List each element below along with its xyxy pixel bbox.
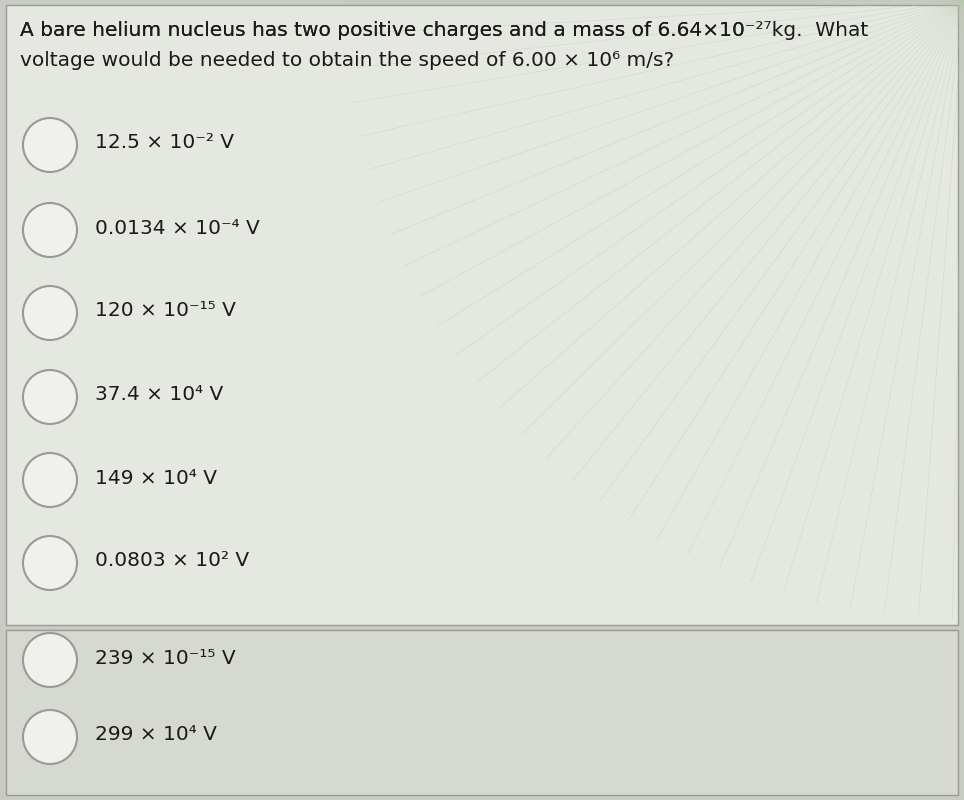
Text: voltage would be needed to obtain the speed of 6.00 × 10⁶ m/s?: voltage would be needed to obtain the sp…	[20, 50, 674, 70]
Circle shape	[23, 453, 77, 507]
Circle shape	[23, 203, 77, 257]
Text: 149 × 10⁴ V: 149 × 10⁴ V	[95, 469, 217, 487]
Circle shape	[23, 633, 77, 687]
Text: A bare helium nucleus has two positive charges and a mass of 6.64×10⁻²⁷kg.  What: A bare helium nucleus has two positive c…	[20, 21, 869, 39]
Circle shape	[23, 536, 77, 590]
Circle shape	[23, 118, 77, 172]
Text: A bare helium nucleus has two positive charges and a mass of 6.64×10: A bare helium nucleus has two positive c…	[20, 21, 745, 39]
Text: 37.4 × 10⁴ V: 37.4 × 10⁴ V	[95, 386, 224, 405]
Circle shape	[23, 710, 77, 764]
Text: 0.0134 × 10⁻⁴ V: 0.0134 × 10⁻⁴ V	[95, 218, 259, 238]
Text: 12.5 × 10⁻² V: 12.5 × 10⁻² V	[95, 134, 234, 153]
Text: 239 × 10⁻¹⁵ V: 239 × 10⁻¹⁵ V	[95, 649, 235, 667]
Circle shape	[23, 286, 77, 340]
FancyBboxPatch shape	[6, 630, 958, 795]
Circle shape	[23, 370, 77, 424]
FancyBboxPatch shape	[6, 5, 958, 625]
Text: 120 × 10⁻¹⁵ V: 120 × 10⁻¹⁵ V	[95, 302, 236, 321]
Text: 299 × 10⁴ V: 299 × 10⁴ V	[95, 726, 217, 745]
Text: 0.0803 × 10² V: 0.0803 × 10² V	[95, 551, 249, 570]
Text: A bare helium nucleus has two positive charges and a mass of 6.64×10⁻²⁷: A bare helium nucleus has two positive c…	[20, 21, 771, 39]
